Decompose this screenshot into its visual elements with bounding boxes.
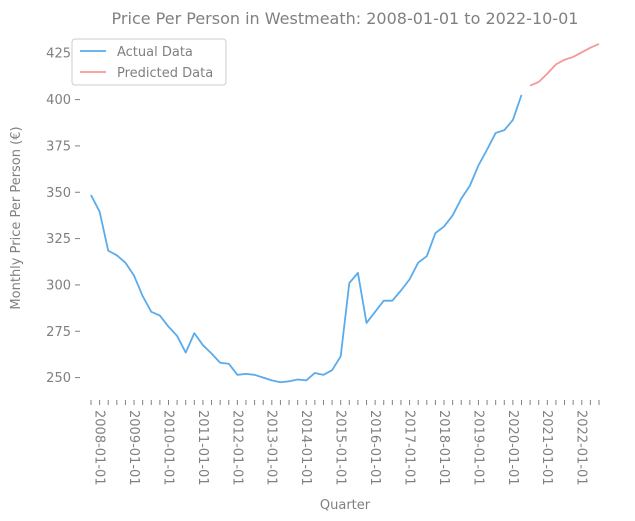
x-tick-label: 2014-01-01 <box>298 410 313 486</box>
chart-title: Price Per Person in Westmeath: 2008-01-0… <box>112 9 579 28</box>
series-line-actual <box>90 94 523 384</box>
legend: Actual Data Predicted Data <box>71 38 227 86</box>
legend-frame <box>71 38 227 86</box>
x-tick-label: 2017-01-01 <box>401 410 416 486</box>
y-tick-label: 350 <box>46 186 71 201</box>
legend-label-predicted: Predicted Data <box>117 66 213 81</box>
x-tick-label: 2011-01-01 <box>195 410 210 486</box>
x-tick-label: 2015-01-01 <box>333 410 348 486</box>
y-tick-label: 275 <box>46 325 71 340</box>
x-tick-label: 2012-01-01 <box>229 410 244 486</box>
x-tick-label: 2008-01-01 <box>92 410 107 486</box>
x-axis-ticks: 2008-01-01 2009-01-01 2010-01-01 2011-01-01… <box>90 400 600 486</box>
x-tick-label: 2016-01-01 <box>367 410 382 486</box>
x-tick-label: 2022-01-01 <box>574 410 589 486</box>
y-tick-label: 325 <box>46 232 71 247</box>
y-tick-label: 425 <box>46 47 71 62</box>
x-tick-label: 2018-01-01 <box>436 410 451 486</box>
x-tick-label: 2019-01-01 <box>470 410 485 486</box>
y-axis-label: Monthly Price Per Person (€) <box>9 126 24 309</box>
series-line-predicted <box>529 43 600 87</box>
y-tick-label: 300 <box>46 278 71 293</box>
x-axis-label: Quarter <box>320 498 371 513</box>
x-tick-label: 2020-01-01 <box>505 410 520 486</box>
x-tick-label: 2021-01-01 <box>539 410 554 486</box>
y-axis-ticks: 250 275 300 325 350 375 400 425 <box>46 47 80 386</box>
x-tick-label: 2009-01-01 <box>126 410 141 486</box>
y-tick-label: 250 <box>46 371 71 386</box>
y-tick-label: 375 <box>46 139 71 154</box>
legend-label-actual: Actual Data <box>117 45 193 60</box>
series-layer <box>90 43 600 384</box>
y-tick-label: 400 <box>46 93 71 108</box>
x-tick-label: 2013-01-01 <box>264 410 279 486</box>
x-tick-label: 2010-01-01 <box>160 410 175 486</box>
